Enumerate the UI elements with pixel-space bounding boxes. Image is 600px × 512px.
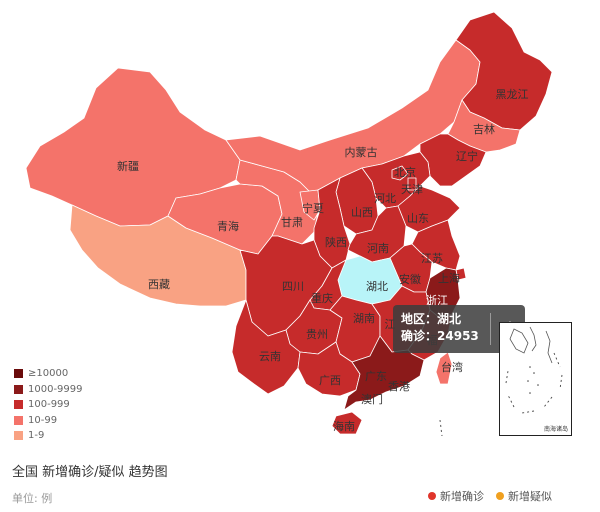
legend-swatch <box>14 400 23 410</box>
tab-label: 新增疑似 <box>508 490 552 503</box>
province-heilongjiang[interactable] <box>455 11 553 131</box>
label-guizhou: 贵州 <box>306 328 328 341</box>
label-guangxi: 广西 <box>319 374 341 387</box>
label-anhui: 安徽 <box>399 272 421 286</box>
label-shandong: 山东 <box>407 212 429 225</box>
label-guangdong: 广东 <box>365 370 387 383</box>
label-chongqing: 重庆 <box>311 291 333 305</box>
legend-dot <box>428 492 436 500</box>
legend-label: 1-9 <box>28 430 45 442</box>
province-yunnan[interactable] <box>231 299 301 395</box>
tab-label: 新增确诊 <box>440 490 484 503</box>
tooltip-region-value: 湖北 <box>437 312 462 326</box>
tab-new-confirmed[interactable]: 新增确诊 <box>428 488 484 504</box>
legend-item-100[interactable]: 100-999 <box>14 397 83 413</box>
legend-item-10000[interactable]: ≥10000 <box>14 366 83 382</box>
label-jiangsu: 江苏 <box>421 252 443 265</box>
label-hainan: 海南 <box>333 419 355 433</box>
legend-item-1[interactable]: 1-9 <box>14 428 83 444</box>
label-hongkong: 香港 <box>388 380 410 393</box>
label-macau: 澳门 <box>361 392 383 406</box>
tooltip-confirmed-row: 确诊： 24953 <box>401 328 525 345</box>
province-shandong[interactable] <box>397 185 461 233</box>
label-ningxia: 宁夏 <box>302 201 324 215</box>
label-qinghai: 青海 <box>217 219 239 233</box>
label-jilin: 吉林 <box>473 122 495 136</box>
label-xizang: 西藏 <box>148 278 170 291</box>
label-yunnan: 云南 <box>259 350 281 363</box>
legend-swatch <box>14 384 23 394</box>
inset-label: 南海诸岛 <box>543 426 568 433</box>
label-shaanxi: 陕西 <box>325 235 347 249</box>
label-taiwan: 台湾 <box>441 360 463 374</box>
legend-item-1000[interactable]: 1000-9999 <box>14 382 83 398</box>
legend-swatch <box>14 369 23 379</box>
legend-label: ≥10000 <box>28 368 69 380</box>
legend-swatch <box>14 415 23 425</box>
tooltip-divider <box>490 313 491 345</box>
label-jiangxi: 江 <box>385 318 396 331</box>
province-guangdong[interactable] <box>343 335 425 411</box>
label-tianjin: 天津 <box>401 183 423 196</box>
label-hebei: 河北 <box>374 192 396 205</box>
trend-title: 全国 新增确诊/疑似 趋势图 <box>12 465 168 480</box>
label-hubei: 湖北 <box>366 280 388 293</box>
tooltip-confirmed-value: 24953 <box>437 329 479 343</box>
trend-legend-tabs: 新增确诊 新增疑似 <box>428 488 564 504</box>
label-xinjiang: 新疆 <box>117 159 139 173</box>
legend-label: 1000-9999 <box>28 383 83 395</box>
label-beijing: 北京 <box>394 165 416 179</box>
map-legend: ≥10000 1000-9999 100-999 10-99 1-9 <box>14 366 83 444</box>
tooltip-region-row: 地区： 湖北 <box>401 311 525 328</box>
legend-item-10[interactable]: 10-99 <box>14 413 83 429</box>
label-sichuan: 四川 <box>282 280 304 293</box>
legend-swatch <box>14 431 23 441</box>
tab-new-suspected[interactable]: 新增疑似 <box>496 488 552 504</box>
border-line <box>439 419 443 437</box>
province-beijing[interactable] <box>391 165 409 181</box>
south-china-sea-inset: 南海诸岛 <box>499 322 572 436</box>
legend-label: 10-99 <box>28 414 58 426</box>
label-henan: 河南 <box>367 242 389 255</box>
inset-map <box>505 326 563 414</box>
label-zhejiang: 浙江 <box>426 294 448 307</box>
province-ningxia[interactable] <box>299 189 321 221</box>
tooltip-region-label: 地区： <box>401 312 438 326</box>
label-liaoning: 辽宁 <box>456 149 478 163</box>
label-neimenggu: 内蒙古 <box>345 145 378 159</box>
label-gansu: 甘肃 <box>281 216 303 229</box>
legend-dot <box>496 492 504 500</box>
label-heilongjiang: 黑龙江 <box>496 88 529 101</box>
tooltip-confirmed-label: 确诊： <box>401 329 438 343</box>
label-hunan: 湖南 <box>353 312 375 325</box>
province-hainan[interactable] <box>331 411 363 435</box>
label-shanxi: 山西 <box>351 206 373 219</box>
unit-label: 单位: 例 <box>12 492 53 505</box>
label-shanghai: 上海 <box>438 271 460 285</box>
legend-label: 100-999 <box>28 399 70 411</box>
